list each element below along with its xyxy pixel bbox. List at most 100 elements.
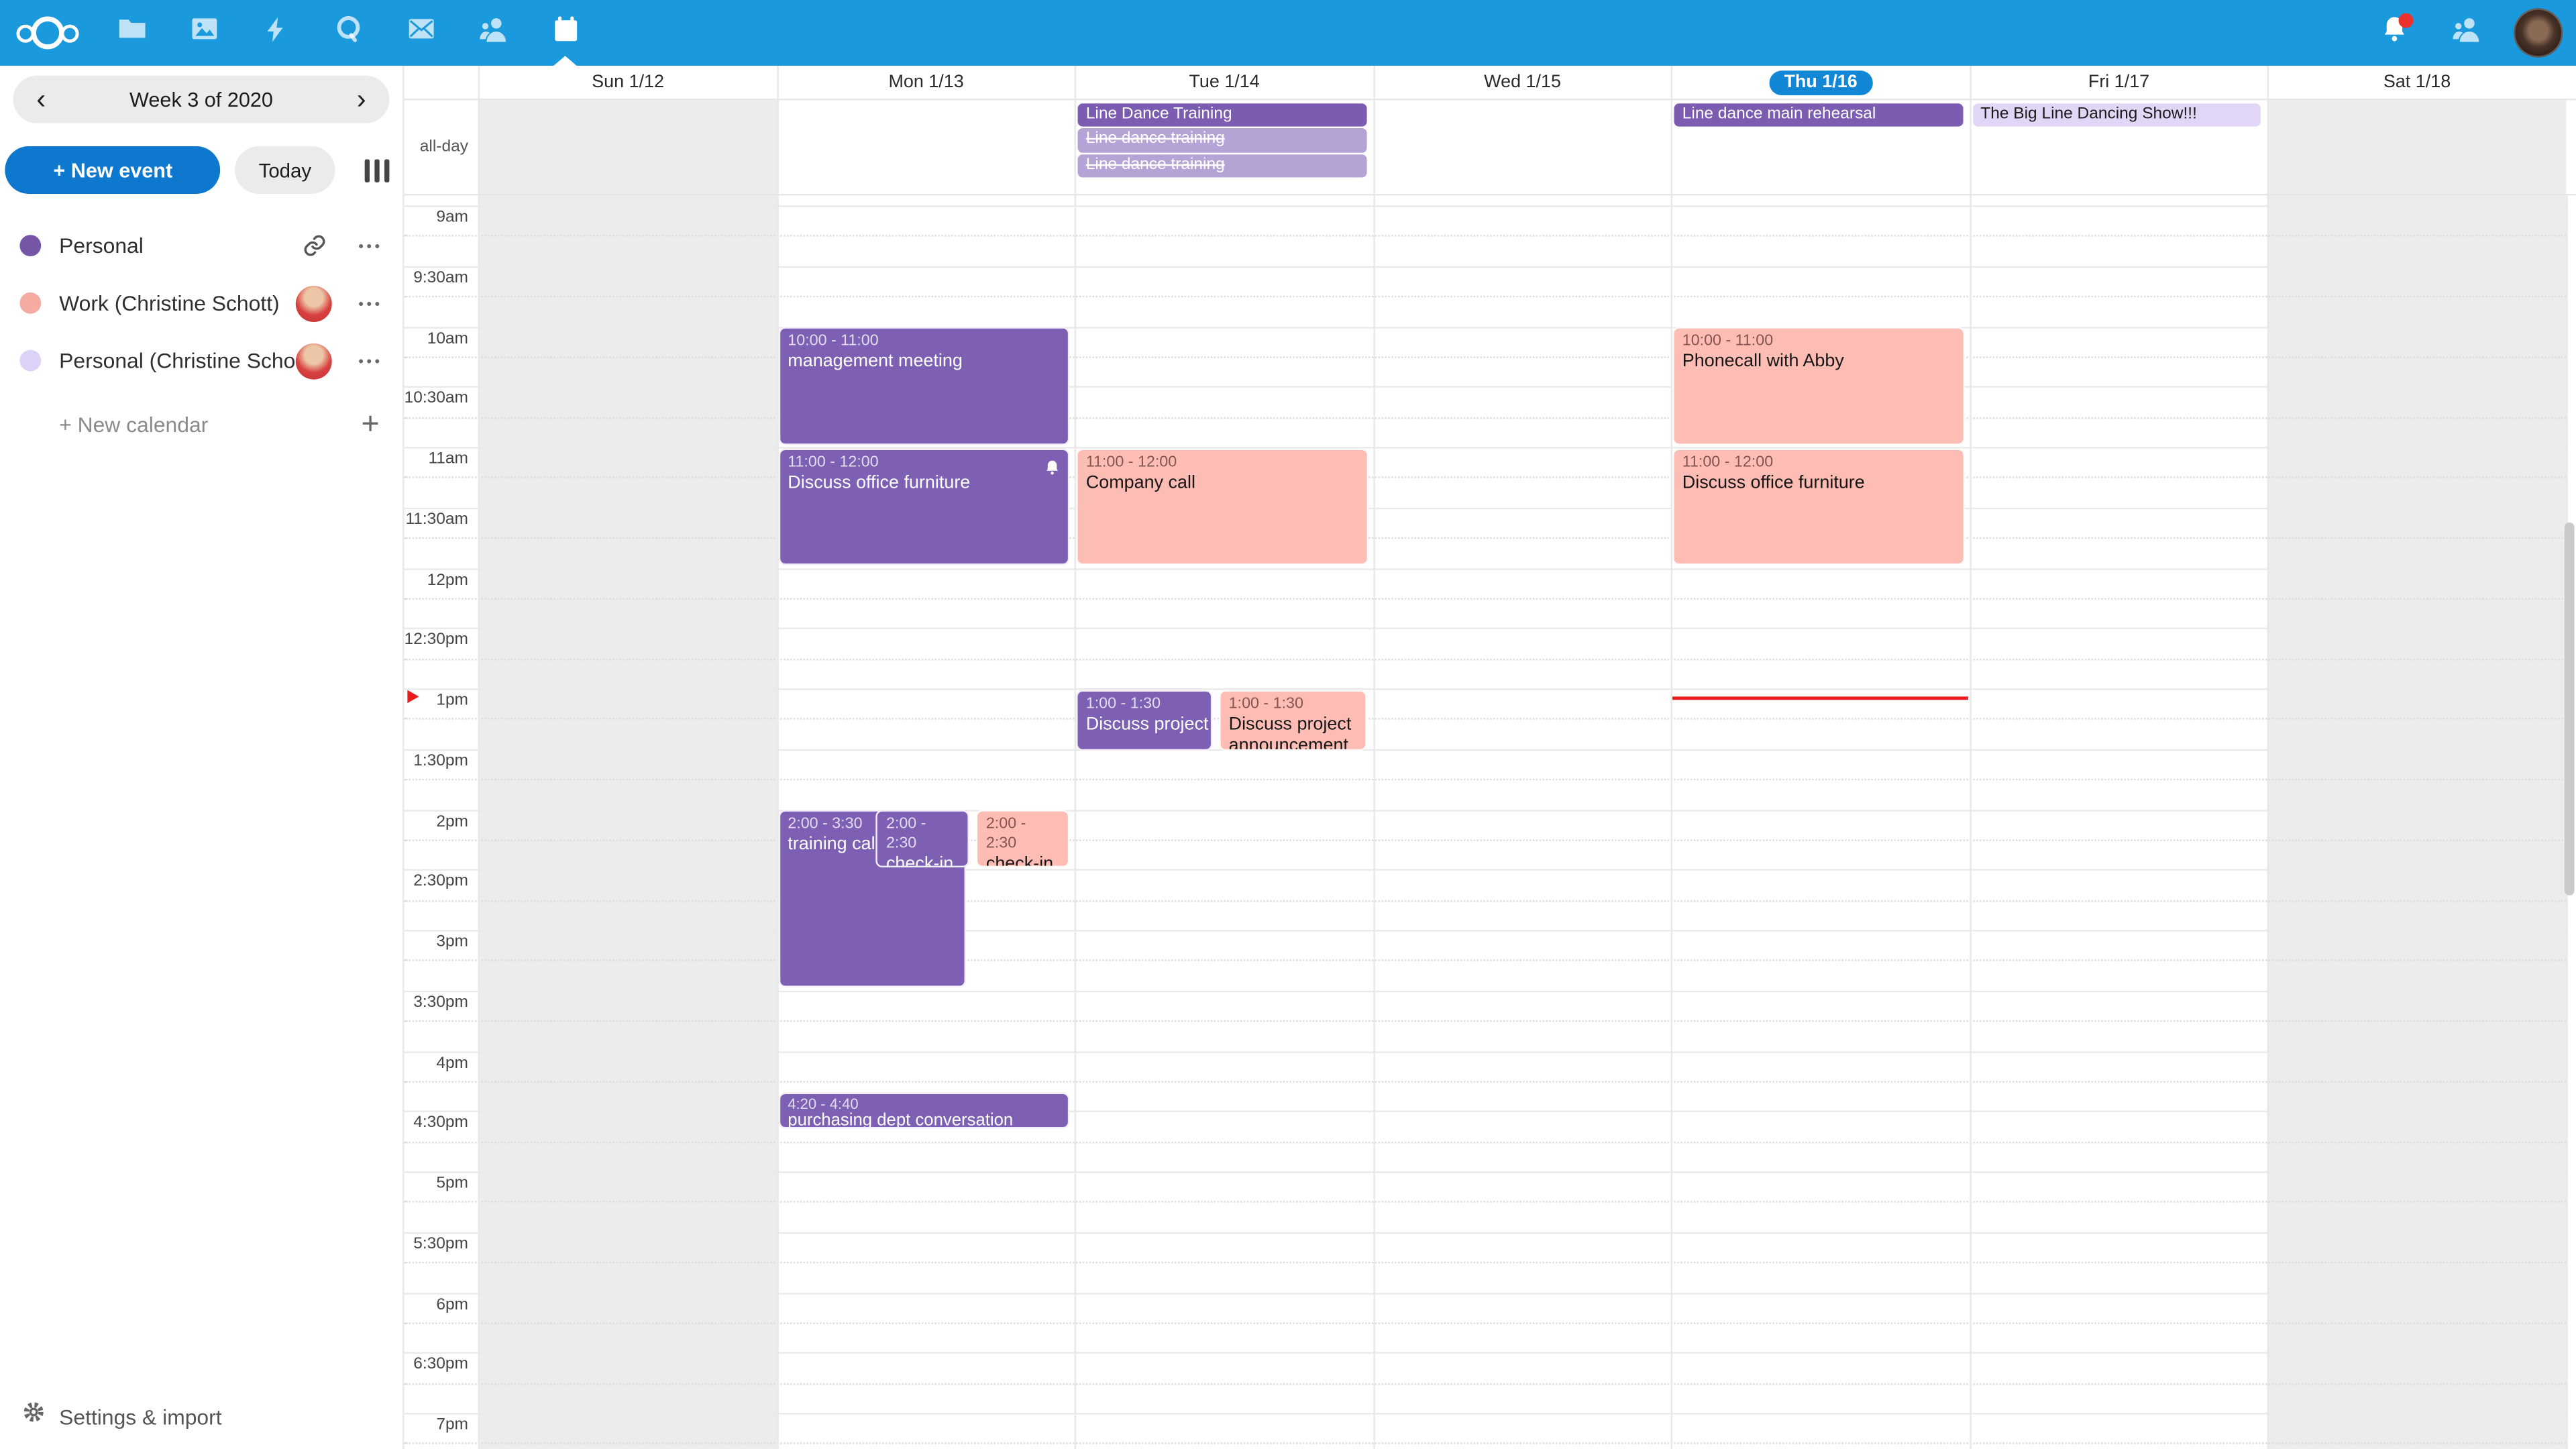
calendar-event[interactable]: 2:00 - 3:30 training call xyxy=(777,810,967,988)
hour-gridline xyxy=(404,990,2566,992)
calendar-event[interactable]: 10:00 - 11:00 management meeting xyxy=(777,327,1070,445)
new-calendar-button[interactable]: + New calendar + xyxy=(0,399,402,448)
calendar-event[interactable]: 1:00 - 1:30 Discuss project announcement xyxy=(1076,689,1213,750)
day-header-today: Thu 1/16 xyxy=(1670,65,1969,99)
calendar-name: Personal (Christine Scho… xyxy=(59,348,296,373)
event-time: 2:00 - 2:30 xyxy=(885,814,926,853)
notification-badge xyxy=(2398,13,2414,28)
quarter-hour-gridline xyxy=(404,960,2566,962)
time-label: 5:30pm xyxy=(413,1235,468,1253)
current-time-line xyxy=(1672,696,1968,700)
hour-gridline xyxy=(404,1352,2566,1354)
calendar-event[interactable]: 11:00 - 12:00 Company call xyxy=(1076,447,1368,566)
all-day-cell[interactable] xyxy=(1969,100,2267,194)
app-calendar-active[interactable] xyxy=(529,0,602,66)
day-header: Sat 1/18 xyxy=(2267,65,2565,99)
hour-gridline xyxy=(404,930,2566,932)
all-day-cell[interactable] xyxy=(1670,100,1969,194)
calendar-list-item[interactable]: Personal ••• xyxy=(0,217,402,274)
time-label: 11am xyxy=(428,450,468,468)
quarter-hour-gridline xyxy=(404,1081,2566,1083)
calendar-event[interactable]: 4:20 - 4:40 purchasing dept conversation xyxy=(777,1091,1070,1129)
time-label: 10:30am xyxy=(404,390,468,408)
all-day-event[interactable]: The Big Line Dancing Show!!! xyxy=(1972,103,2261,127)
current-time-marker xyxy=(407,690,419,703)
calendar-event[interactable]: 11:00 - 12:00 Discuss office furniture xyxy=(777,447,1070,566)
all-day-cell[interactable] xyxy=(1074,100,1373,194)
all-day-cell[interactable] xyxy=(1373,100,1670,194)
calendar-event[interactable]: 2:00 - 2:30 check-in xyxy=(976,810,1070,867)
hour-gridline xyxy=(404,688,2566,690)
view-switcher-button[interactable] xyxy=(364,158,390,182)
calendar-event[interactable]: 11:00 - 12:00 Discuss office furniture xyxy=(1672,447,1964,566)
app-mail[interactable] xyxy=(384,0,457,66)
today-button[interactable]: Today xyxy=(235,146,335,194)
time-label: 9:30am xyxy=(413,269,468,287)
app-files[interactable] xyxy=(95,0,168,66)
share-link-icon[interactable] xyxy=(294,233,333,258)
hour-gridline xyxy=(404,568,2566,570)
new-event-button[interactable]: + New event xyxy=(5,146,221,194)
hour-gridline xyxy=(404,386,2566,388)
calendar-list-item[interactable]: Work (Christine Schott) ••• xyxy=(0,274,402,332)
previous-week-button[interactable]: ‹ xyxy=(36,83,46,115)
calendar-grid[interactable]: 9am 9:30am 10am 10:30am 11am 11:30am 12pm 12:30… xyxy=(404,195,2576,1449)
all-day-event[interactable]: Line Dance Training xyxy=(1077,103,1366,127)
quarter-hour-gridline xyxy=(404,839,2566,841)
hour-gridline xyxy=(404,447,2566,449)
time-label: 3pm xyxy=(436,933,468,951)
bell-icon xyxy=(2378,13,2410,53)
hour-gridline xyxy=(404,628,2566,630)
calendar-menu-button[interactable]: ••• xyxy=(358,352,383,369)
all-day-event[interactable]: Line dance training xyxy=(1077,153,1366,178)
user-menu[interactable] xyxy=(2510,0,2566,66)
event-time: 11:00 - 12:00 xyxy=(1682,452,1774,471)
app-activity[interactable] xyxy=(240,0,313,66)
all-day-cell[interactable] xyxy=(478,100,777,194)
calendar-list-item[interactable]: Personal (Christine Scho… ••• xyxy=(0,332,402,390)
all-day-event[interactable]: Line dance training xyxy=(1077,128,1366,152)
activity-icon xyxy=(261,14,290,52)
day-column-border xyxy=(1074,195,1077,1449)
mail-icon xyxy=(405,13,437,53)
nextcloud-logo[interactable] xyxy=(0,0,95,66)
calendar-event[interactable]: 2:00 - 2:30 check-in xyxy=(876,810,970,867)
hour-gridline xyxy=(404,869,2566,871)
calendar-name: Work (Christine Schott) xyxy=(59,290,280,316)
event-title: check-in xyxy=(885,854,954,867)
quarter-hour-gridline xyxy=(404,1141,2566,1143)
quarter-hour-gridline xyxy=(404,900,2566,902)
app-talk[interactable] xyxy=(312,0,384,66)
event-time: 2:00 - 3:30 xyxy=(788,814,863,833)
settings-import-label: Settings & import xyxy=(59,1403,222,1429)
hour-gridline xyxy=(404,809,2566,811)
all-day-event[interactable]: Line dance main rehearsal xyxy=(1674,103,1963,127)
user-avatar xyxy=(2513,8,2563,58)
app-contacts[interactable] xyxy=(457,0,529,66)
calendar-event[interactable]: 1:00 - 1:30 Discuss project announcement xyxy=(1218,689,1368,750)
new-calendar-label: + New calendar xyxy=(59,411,209,437)
event-title: Phonecall with Abby xyxy=(1682,352,1844,372)
hour-gridline xyxy=(404,205,2566,207)
day-column-border xyxy=(776,195,778,1449)
all-day-cell[interactable] xyxy=(2267,100,2566,194)
time-label: 3:30pm xyxy=(413,994,468,1012)
contacts-menu-button[interactable] xyxy=(2438,0,2493,66)
vertical-scrollbar[interactable] xyxy=(2564,522,2575,896)
event-title: Discuss office furniture xyxy=(1682,472,1865,492)
event-time: 1:00 - 1:30 xyxy=(1085,694,1161,712)
calendar-menu-button[interactable]: ••• xyxy=(358,237,383,254)
all-day-row: all-day Line Dance Training Line dance tr… xyxy=(404,98,2576,196)
calendar-view: Sun 1/12 Mon 1/13 Tue 1/14 Wed 1/15 Thu 1/16… xyxy=(402,65,2576,1449)
week-label[interactable]: Week 3 of 2020 xyxy=(129,88,273,111)
calendar-event[interactable]: 10:00 - 11:00 Phonecall with Abby xyxy=(1672,327,1964,445)
calendar-menu-button[interactable]: ••• xyxy=(358,294,383,312)
hour-gridline xyxy=(404,1292,2566,1294)
all-day-cell[interactable] xyxy=(776,100,1074,194)
weekend-shading xyxy=(2267,195,2566,1449)
settings-import-button[interactable]: Settings & import xyxy=(0,1393,402,1440)
next-week-button[interactable]: › xyxy=(356,83,366,115)
notifications-button[interactable] xyxy=(2366,0,2422,66)
app-photos[interactable] xyxy=(168,0,240,66)
calendar-owner-avatar xyxy=(295,342,332,379)
